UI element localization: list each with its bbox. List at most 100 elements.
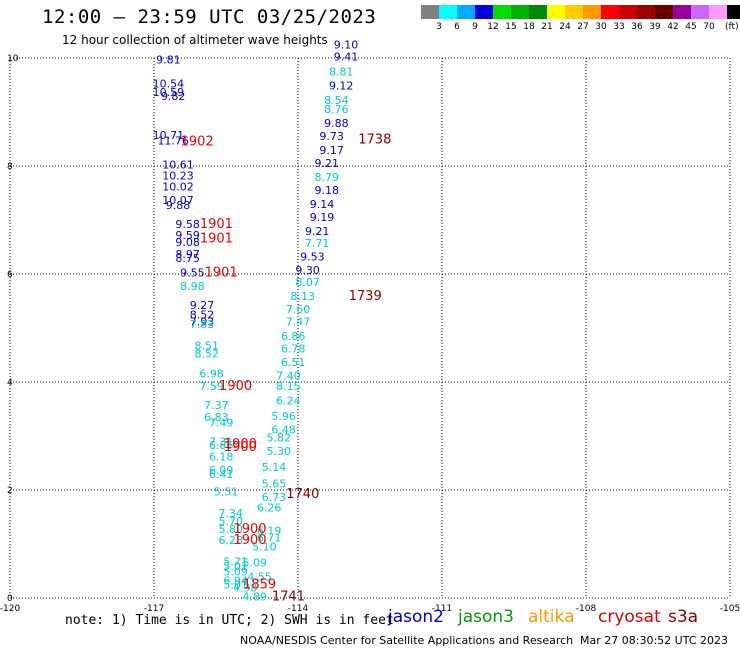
legend-swatch <box>673 5 691 19</box>
wave-height-label: 6.24 <box>276 395 301 408</box>
wave-height-label: 10.61 <box>162 159 194 172</box>
legend-swatch <box>691 5 709 19</box>
wave-height-label: 9.81 <box>156 53 181 66</box>
wave-height-label: 4.55 <box>247 571 272 584</box>
wave-height-label: 8.75 <box>175 252 200 265</box>
wave-height-label: 8.54 <box>324 94 349 107</box>
wave-height-label: 11.76 <box>157 134 189 147</box>
page-subtitle: 12 hour collection of altimeter wave hei… <box>62 33 328 47</box>
legend-label: 45 <box>685 22 697 32</box>
wave-height-label: 10.02 <box>162 180 194 193</box>
satellite-label-jason2: jason2 <box>388 607 444 627</box>
x-tick-label: -120 <box>0 604 20 614</box>
wave-height-label: 9.82 <box>161 90 186 103</box>
wave-height-label: 9.18 <box>315 184 340 197</box>
wave-height-label: 6.48 <box>271 423 296 436</box>
wave-height-label: 7.40 <box>276 369 301 382</box>
legend-swatch <box>457 5 475 19</box>
wave-height-label: 7.34 <box>219 507 244 520</box>
wave-height-label: 8.97 <box>175 248 200 261</box>
pass-time-label: 1900 <box>233 522 266 537</box>
legend-swatch <box>439 5 457 19</box>
legend-label: 36 <box>631 22 643 32</box>
wave-height-label: 5.96 <box>271 410 296 423</box>
y-tick-label: 8 <box>7 162 13 172</box>
wave-height-label: 6.78 <box>281 342 306 355</box>
pass-time-label: 1901 <box>200 232 233 247</box>
legend-swatch <box>727 5 740 19</box>
wave-height-label: 5.82 <box>267 431 292 444</box>
timestamp-text: Mar 27 08:30:52 UTC 2023 <box>580 634 728 647</box>
wave-height-label: 10.59 <box>153 86 185 99</box>
wave-height-label: 9.58 <box>175 218 200 231</box>
x-tick-label: -108 <box>576 604 597 614</box>
wave-height-label: 4.98 <box>233 582 258 595</box>
wave-height-label: 5.51 <box>214 485 239 498</box>
wave-height-label: 6.94 <box>223 575 248 588</box>
y-tick-label: 4 <box>7 378 13 388</box>
legend-label: 39 <box>649 22 661 32</box>
legend-swatch <box>637 5 655 19</box>
legend-swatch <box>655 5 673 19</box>
legend-swatch <box>709 5 727 19</box>
wave-height-label: 9.08 <box>175 236 200 249</box>
wave-height-label: 9.73 <box>319 130 344 143</box>
wave-height-label: 5.30 <box>267 445 292 458</box>
legend-label: 15 <box>505 22 517 32</box>
wave-height-label: 6.73 <box>262 491 287 504</box>
legend-swatch <box>529 5 547 19</box>
legend-swatch <box>601 5 619 19</box>
satellite-label-altika: altika <box>528 607 575 627</box>
wave-height-label: 6.26 <box>257 502 282 515</box>
wave-height-label: 5.09 <box>243 557 268 570</box>
wave-height-label: 6.41 <box>209 468 234 481</box>
wave-height-label: 6.51 <box>281 356 306 369</box>
legend-swatch <box>493 5 511 19</box>
satellite-label-cryosat: cryosat <box>598 607 661 627</box>
wave-height-label: 6.18 <box>209 450 234 463</box>
legend-label: 70 <box>703 22 715 32</box>
legend-label: 9 <box>472 22 478 32</box>
wave-height-label: 8.15 <box>276 380 301 393</box>
x-tick-label: -111 <box>432 604 452 614</box>
pass-time-label: 1738 <box>358 132 391 147</box>
x-tick-label: -105 <box>720 604 740 614</box>
pass-time-label: 1900 <box>224 440 257 455</box>
wave-height-label: 8.81 <box>329 65 354 78</box>
wave-height-label: 9.88 <box>324 117 349 130</box>
wave-height-label: 5.14 <box>262 461 287 474</box>
wave-height-label: 5.01 <box>223 560 248 573</box>
wave-height-label: 9.21 <box>305 225 330 238</box>
legend-unit: (ft) <box>725 22 739 32</box>
legend-label: 24 <box>559 22 571 32</box>
wave-height-label: 9.17 <box>319 144 344 157</box>
wave-height-label: 9.12 <box>329 79 354 92</box>
wave-height-label: 7.93 <box>190 315 215 328</box>
legend-swatch <box>565 5 583 19</box>
wave-height-label: 9.59 <box>175 229 200 242</box>
wave-height-label: 9.88 <box>166 199 191 212</box>
wave-height-label: 6.09 <box>209 464 234 477</box>
wave-height-label: 5.01 <box>223 578 248 591</box>
wave-height-label: 6.71 <box>257 531 282 544</box>
legend-swatch <box>475 5 493 19</box>
wave-height-label: 9.27 <box>190 299 215 312</box>
wave-height-label: 5.71 <box>223 556 248 569</box>
legend-label: 6 <box>454 22 460 32</box>
satellite-label-jason3: jason3 <box>458 607 514 627</box>
pass-time-label: 1901 <box>205 266 238 281</box>
x-tick-label: -114 <box>288 604 309 614</box>
wave-height-label: 5.80 <box>219 523 244 536</box>
y-tick-label: 2 <box>7 486 13 496</box>
wave-height-label: 6.86 <box>281 330 306 343</box>
wave-height-label: 4.89 <box>243 591 268 604</box>
credit-text: NOAA/NESDIS Center for Satellite Applica… <box>240 634 574 647</box>
y-tick-label: 6 <box>7 270 13 280</box>
page-title: 12:00 – 23:59 UTC 03/25/2023 <box>42 6 377 28</box>
wave-height-label: 9.19 <box>310 211 335 224</box>
wave-height-label: 7.49 <box>209 416 234 429</box>
pass-time-label: 1900 <box>219 379 252 394</box>
pass-time-label: 1900 <box>233 533 266 548</box>
wave-height-label: 10.54 <box>153 78 185 91</box>
